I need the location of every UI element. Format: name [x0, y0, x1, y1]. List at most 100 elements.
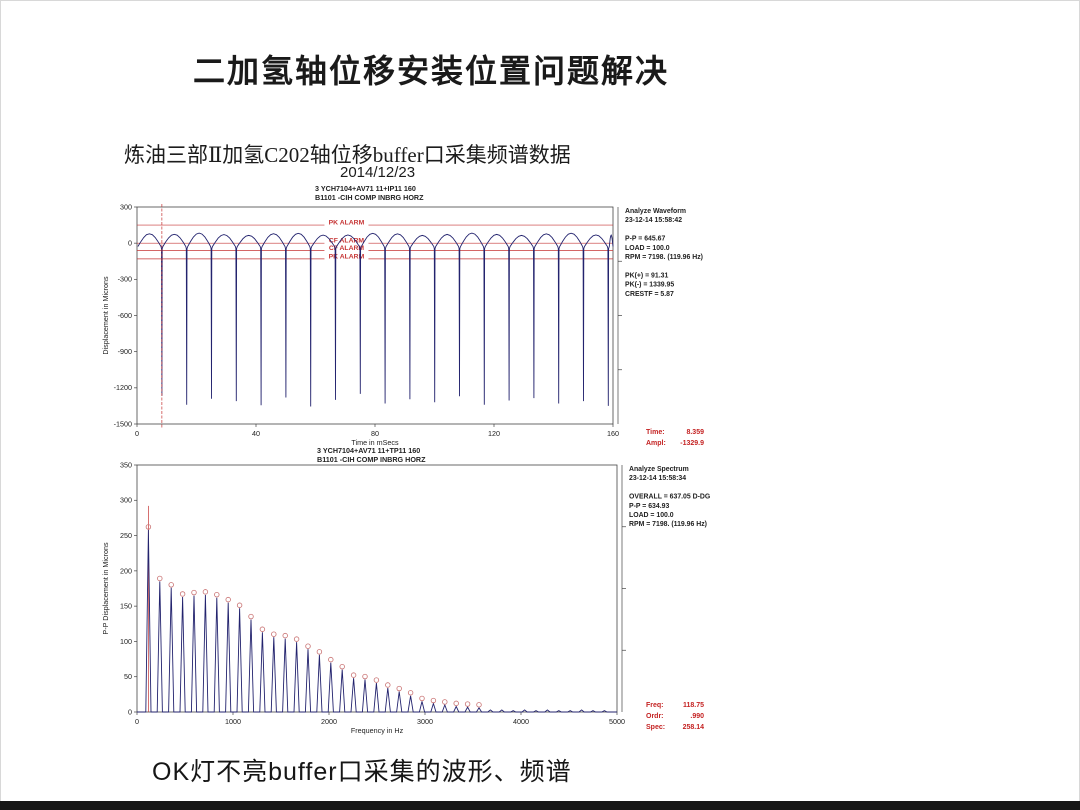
info-line: OVERALL = 637.05 D-DG — [629, 494, 710, 501]
caption: OK灯不亮buffer口采集的波形、频谱 — [152, 758, 572, 786]
x-axis-label: Time in mSecs — [351, 438, 399, 447]
chart-header-1: 3 YCH7104+AV71 11+TP11 160 — [317, 446, 420, 455]
peak-marker — [248, 613, 254, 620]
readout-value: -1329.9 — [680, 440, 704, 447]
y-tick-label: 350 — [120, 460, 132, 469]
y-tick-label: 300 — [120, 496, 132, 505]
peak-marker — [168, 582, 174, 588]
date-label: 2014/12/23 — [340, 164, 416, 181]
y-tick-label: 150 — [120, 602, 132, 611]
info-line: P-P = 634.93 — [629, 503, 669, 510]
readout-label: Ampl: — [646, 440, 666, 447]
peak-marker — [362, 673, 368, 680]
peak-marker — [442, 699, 448, 705]
info-line: CRESTF = 5.87 — [625, 291, 674, 298]
peak-marker — [396, 685, 402, 692]
peak-marker — [214, 591, 220, 598]
y-tick-label: -900 — [118, 347, 132, 356]
plot-frame — [136, 206, 614, 425]
plot-frame — [136, 464, 618, 713]
peak-marker — [407, 690, 414, 696]
peak-marker — [328, 656, 334, 663]
peak-marker — [316, 649, 323, 655]
chart-header-1: 3 YCH7104+AV71 11+IP11 160 — [315, 184, 416, 193]
spectrum-trace — [137, 529, 617, 713]
alarm-label: PK ALARM — [329, 220, 365, 227]
info-line: LOAD = 100.0 — [629, 512, 674, 519]
peak-marker — [271, 631, 277, 637]
readout-value: 258.14 — [683, 724, 705, 731]
peak-marker — [305, 643, 311, 649]
y-tick-label: 50 — [124, 672, 132, 681]
x-tick-label: 80 — [371, 429, 379, 438]
peak-marker — [157, 575, 163, 582]
peak-marker — [373, 677, 380, 683]
chart-header-2: B1101 -CIH COMP INBRG HORZ — [317, 455, 426, 464]
readout-value: 8.359 — [686, 429, 704, 436]
y-tick-label: 300 — [120, 202, 132, 211]
info-line: Analyze Waveform — [625, 208, 686, 215]
info-line: RPM = 7198. (119.96 Hz) — [625, 254, 703, 261]
spectrum-chart: 3 YCH7104+AV71 11+TP11 160 B1101 -CIH COM… — [90, 440, 790, 750]
alarm-label: PK ALARM — [329, 253, 365, 260]
alarm-label: CF ALARM — [329, 238, 365, 245]
alarm-label: CF ALARM — [329, 245, 365, 252]
peak-marker — [293, 636, 300, 642]
x-tick-label: 40 — [252, 429, 260, 438]
y-tick-label: 100 — [120, 637, 132, 646]
info-line: P-P = 645.67 — [625, 236, 665, 243]
x-tick-label: 5000 — [609, 717, 625, 726]
readout-label: Freq: — [646, 702, 664, 709]
readout-label: Ordr: — [646, 713, 664, 720]
bottom-bar — [0, 801, 1080, 810]
peak-marker — [350, 672, 357, 678]
peak-marker — [259, 626, 266, 632]
y-tick-label: 0 — [128, 239, 132, 248]
x-tick-label: 1000 — [225, 717, 241, 726]
peak-marker — [464, 701, 471, 707]
y-axis-label: P-P Displacement in Microns — [101, 542, 110, 635]
readout-value: 118.75 — [683, 702, 704, 709]
peak-marker — [225, 596, 231, 603]
info-line: 23-12-14 15:58:42 — [625, 217, 682, 224]
peak-marker — [430, 697, 437, 704]
readout-value: .990 — [690, 713, 704, 720]
peak-marker — [419, 695, 425, 702]
waveform-trace — [137, 232, 614, 407]
waveform-chart: 3 YCH7104+AV71 11+IP11 160 B1101 -CIH COM… — [90, 178, 790, 450]
page-title: 二加氢轴位移安装位置问题解决 — [193, 53, 670, 89]
x-tick-label: 2000 — [321, 717, 337, 726]
peak-marker — [282, 632, 288, 639]
chart-header-2: B1101 -CIH COMP INBRG HORZ — [315, 193, 424, 202]
x-axis-label: Frequency in Hz — [351, 726, 404, 735]
y-axis-label: Displacement in Microns — [101, 276, 110, 355]
readout-label: Spec: — [646, 724, 665, 731]
y-tick-label: -1200 — [114, 383, 132, 392]
x-tick-label: 120 — [488, 429, 500, 438]
y-tick-label: 200 — [120, 566, 132, 575]
x-tick-label: 4000 — [513, 717, 529, 726]
y-tick-label: -1500 — [114, 419, 132, 428]
x-tick-label: 160 — [607, 429, 619, 438]
y-tick-label: -300 — [118, 275, 132, 284]
x-tick-label: 3000 — [417, 717, 433, 726]
peak-marker — [476, 702, 482, 708]
info-line: LOAD = 100.0 — [625, 245, 670, 252]
y-tick-label: -600 — [118, 311, 132, 320]
peak-marker — [145, 524, 152, 530]
info-line: RPM = 7198. (119.96 Hz) — [629, 521, 707, 528]
info-line: Analyze Spectrum — [629, 466, 689, 473]
y-tick-label: 0 — [128, 707, 132, 716]
subtitle: 炼油三部Ⅱ加氢C202轴位移buffer口采集频谱数据 — [124, 143, 571, 167]
info-line: 23-12-14 15:58:34 — [629, 475, 686, 482]
readout-label: Time: — [646, 429, 665, 436]
peak-marker — [385, 682, 391, 688]
info-line: PK(-) = 1339.95 — [625, 282, 674, 289]
peak-marker — [236, 602, 243, 608]
x-tick-label: 0 — [135, 717, 139, 726]
peak-marker — [179, 591, 186, 597]
info-line: PK(+) = 91.31 — [625, 272, 668, 279]
